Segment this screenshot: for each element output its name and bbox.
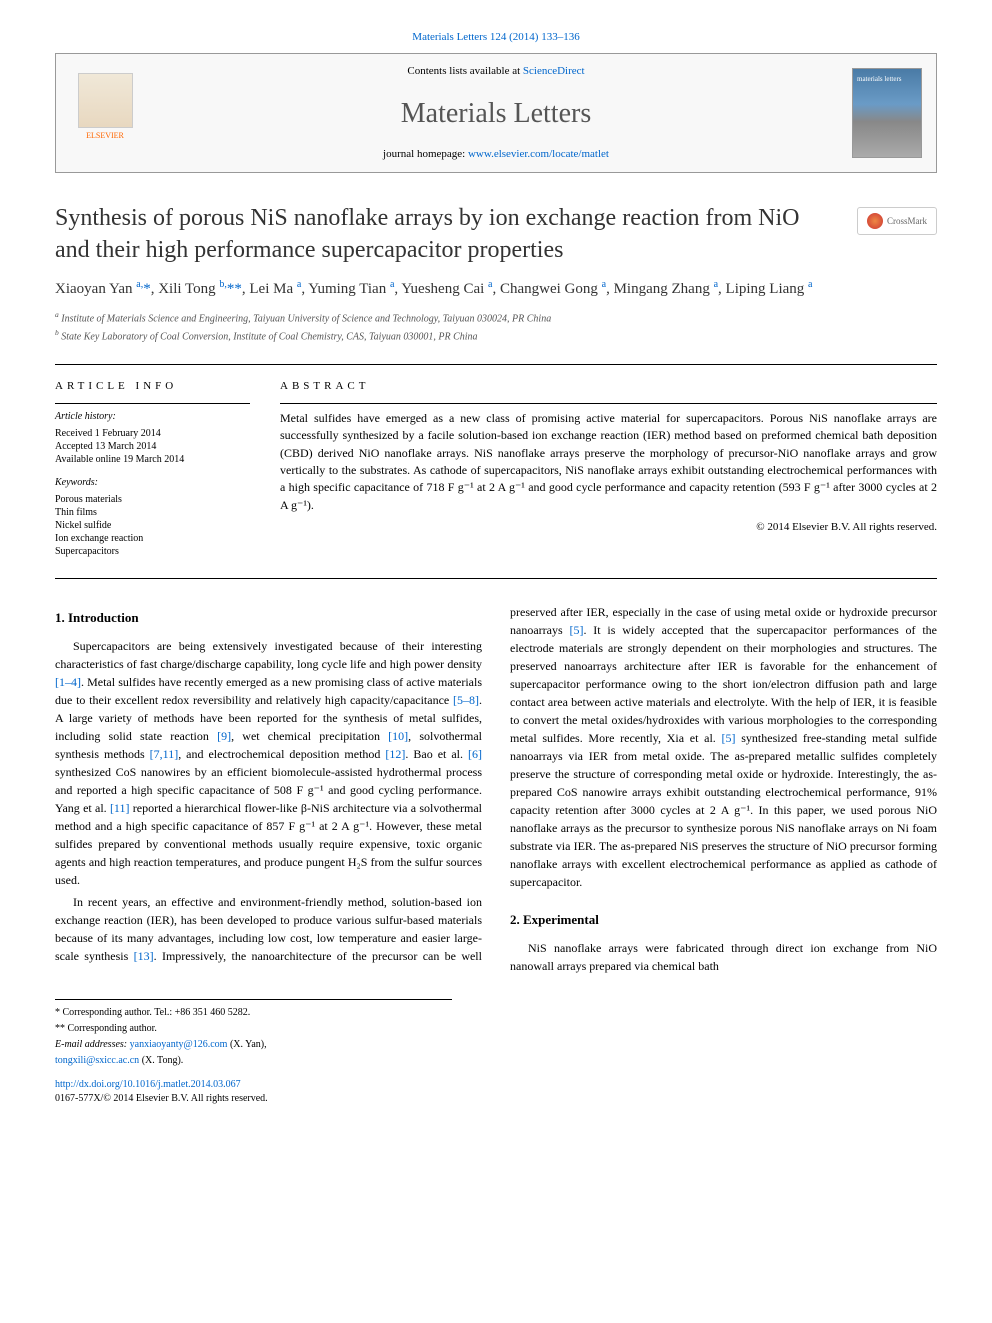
citation-link[interactable]: [1–4] <box>55 675 81 689</box>
email-link[interactable]: tongxili@sxicc.ac.cn <box>55 1055 139 1066</box>
sciencedirect-link[interactable]: ScienceDirect <box>523 65 585 77</box>
keyword: Thin films <box>55 506 250 519</box>
divider <box>55 364 937 365</box>
body-text: , wet chemical precipitation <box>231 729 388 743</box>
keyword: Ion exchange reaction <box>55 532 250 545</box>
email-link[interactable]: yanxiaoyanty@126.com <box>130 1039 228 1050</box>
article-title: Synthesis of porous NiS nanoflake arrays… <box>55 203 837 265</box>
citation-link[interactable]: [5] <box>569 623 583 637</box>
journal-name: Materials Letters <box>140 94 852 133</box>
journal-cover-thumb <box>852 68 922 158</box>
keyword: Porous materials <box>55 493 250 506</box>
keyword: Supercapacitors <box>55 545 250 558</box>
crossmark-badge[interactable]: CrossMark <box>857 207 937 235</box>
homepage-prefix: journal homepage: <box>383 148 468 160</box>
section-heading-experimental: 2. Experimental <box>510 911 937 929</box>
footnotes: * Corresponding author. Tel.: +86 351 46… <box>55 999 452 1068</box>
abstract-copyright: © 2014 Elsevier B.V. All rights reserved… <box>280 520 937 535</box>
section-heading-introduction: 1. Introduction <box>55 609 482 627</box>
corresponding-author-2: ** Corresponding author. <box>55 1022 452 1036</box>
issn-copyright: 0167-577X/© 2014 Elsevier B.V. All right… <box>55 1092 937 1106</box>
affiliation: b State Key Laboratory of Coal Conversio… <box>55 328 937 344</box>
citation-link[interactable]: [5–8] <box>453 693 479 707</box>
doi-link[interactable]: http://dx.doi.org/10.1016/j.matlet.2014.… <box>55 1079 241 1090</box>
history-item: Accepted 13 March 2014 <box>55 440 250 453</box>
abstract-text: Metal sulfides have emerged as a new cla… <box>280 410 937 514</box>
divider <box>280 403 937 404</box>
body-text: . Metal sulfides have recently emerged a… <box>55 675 482 707</box>
affiliation: a Institute of Materials Science and Eng… <box>55 310 937 326</box>
email-line: E-mail addresses: yanxiaoyanty@126.com (… <box>55 1038 452 1052</box>
email-label: E-mail addresses: <box>55 1039 130 1050</box>
contents-prefix: Contents lists available at <box>407 65 522 77</box>
affiliations: a Institute of Materials Science and Eng… <box>55 310 937 345</box>
keywords-label: Keywords: <box>55 476 250 490</box>
citation-link[interactable]: [13] <box>134 949 154 963</box>
article-info-label: article info <box>55 379 250 394</box>
citation-link[interactable]: [11] <box>110 801 130 815</box>
citation-link[interactable]: Materials Letters 124 (2014) 133–136 <box>412 31 579 43</box>
email-line: tongxili@sxicc.ac.cn (X. Tong). <box>55 1054 452 1068</box>
email-who: (X. Tong). <box>139 1055 183 1066</box>
divider <box>55 403 250 404</box>
citation-link[interactable]: [10] <box>388 729 408 743</box>
author-list: Xiaoyan Yan a,*, Xili Tong b,**, Lei Ma … <box>55 278 937 300</box>
elsevier-logo: ELSEVIER <box>70 73 140 153</box>
elsevier-tree-icon <box>78 73 133 128</box>
email-who: (X. Yan), <box>227 1039 266 1050</box>
citation-link[interactable]: [5] <box>722 731 736 745</box>
article-body: 1. Introduction Supercapacitors are bein… <box>55 603 937 975</box>
body-paragraph: Supercapacitors are being extensively in… <box>55 637 482 889</box>
contents-line: Contents lists available at ScienceDirec… <box>140 64 852 79</box>
citation-link[interactable]: [7,11] <box>150 747 179 761</box>
homepage-line: journal homepage: www.elsevier.com/locat… <box>140 147 852 162</box>
journal-header: ELSEVIER Contents lists available at Sci… <box>55 53 937 173</box>
history-item: Received 1 February 2014 <box>55 427 250 440</box>
divider <box>55 578 937 579</box>
abstract-label: abstract <box>280 379 937 394</box>
history-label: Article history: <box>55 410 250 424</box>
doi-block: http://dx.doi.org/10.1016/j.matlet.2014.… <box>55 1078 937 1106</box>
journal-homepage-link[interactable]: www.elsevier.com/locate/matlet <box>468 148 609 160</box>
keyword: Nickel sulfide <box>55 519 250 532</box>
publisher-name: ELSEVIER <box>86 130 124 141</box>
citation-link[interactable]: [9] <box>217 729 231 743</box>
citation-line: Materials Letters 124 (2014) 133–136 <box>55 30 937 45</box>
body-paragraph: NiS nanoflake arrays were fabricated thr… <box>510 939 937 975</box>
citation-link[interactable]: [6] <box>468 747 482 761</box>
corresponding-author-1: * Corresponding author. Tel.: +86 351 46… <box>55 1006 452 1020</box>
citation-link[interactable]: [12] <box>385 747 405 761</box>
body-text: Supercapacitors are being extensively in… <box>55 639 482 671</box>
body-text: . Bao et al. <box>405 747 468 761</box>
body-text: synthesized free-standing metal sulfide … <box>510 731 937 889</box>
body-text: . It is widely accepted that the superca… <box>510 623 937 745</box>
history-item: Available online 19 March 2014 <box>55 453 250 466</box>
body-text: , and electrochemical deposition method <box>178 747 385 761</box>
